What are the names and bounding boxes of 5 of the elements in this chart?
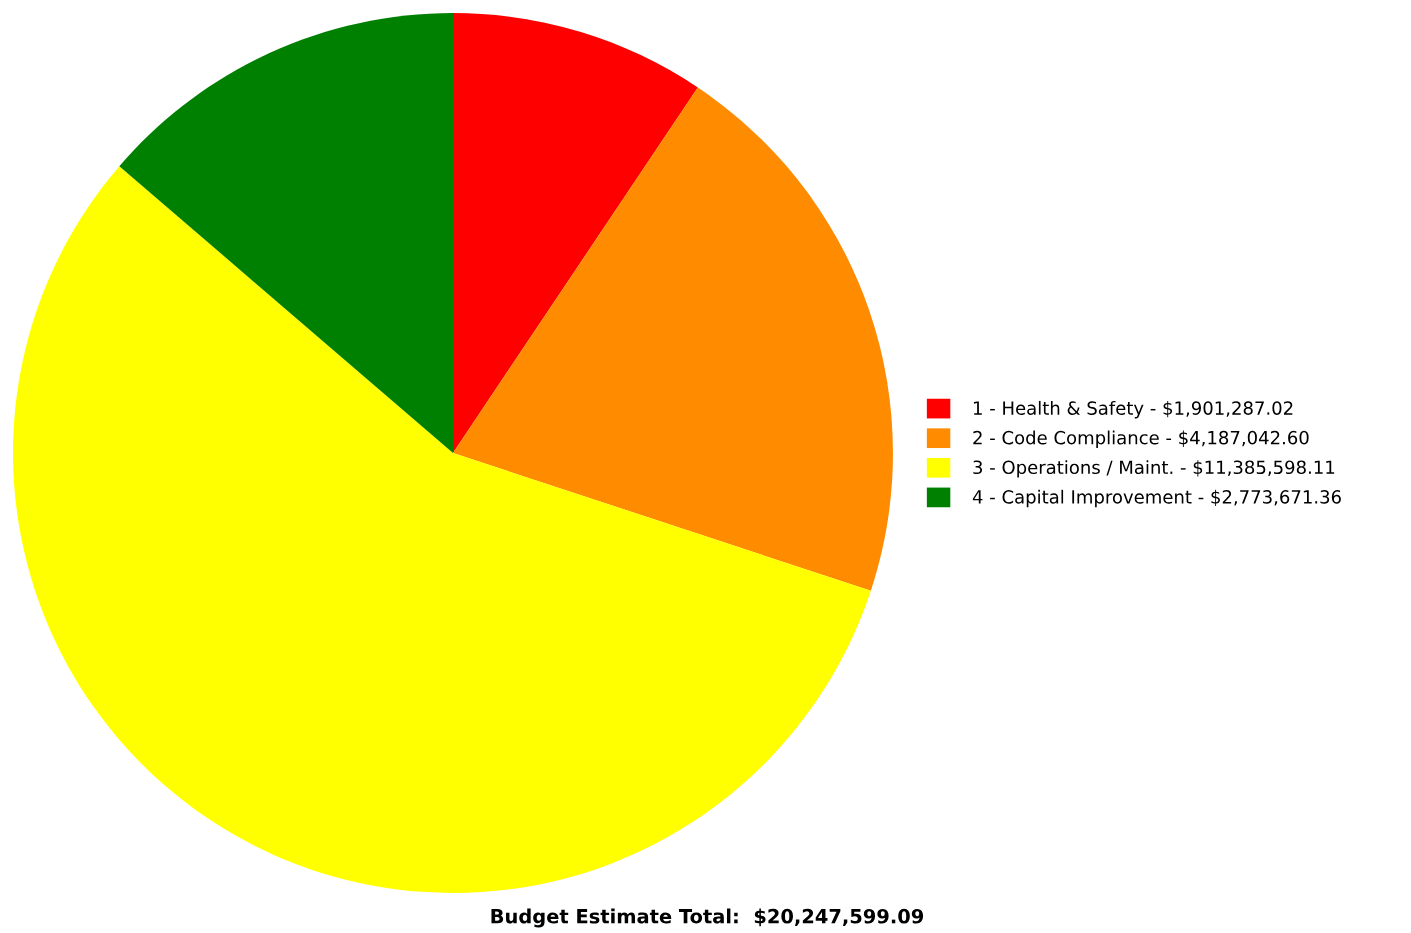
legend-label: 2 - Code Compliance - $4,187,042.60 [973, 430, 1309, 448]
legend-label: 3 - Operations / Maint. - $11,385,598.11 [973, 460, 1335, 478]
legend-label: 4 - Capital Improvement - $2,773,671.36 [972, 489, 1341, 508]
text: Budget Estimate Total: $20,247,599.09 [491, 908, 924, 928]
legend-label: 1 - Health & Safety - $1,901,287.02 [973, 400, 1293, 419]
